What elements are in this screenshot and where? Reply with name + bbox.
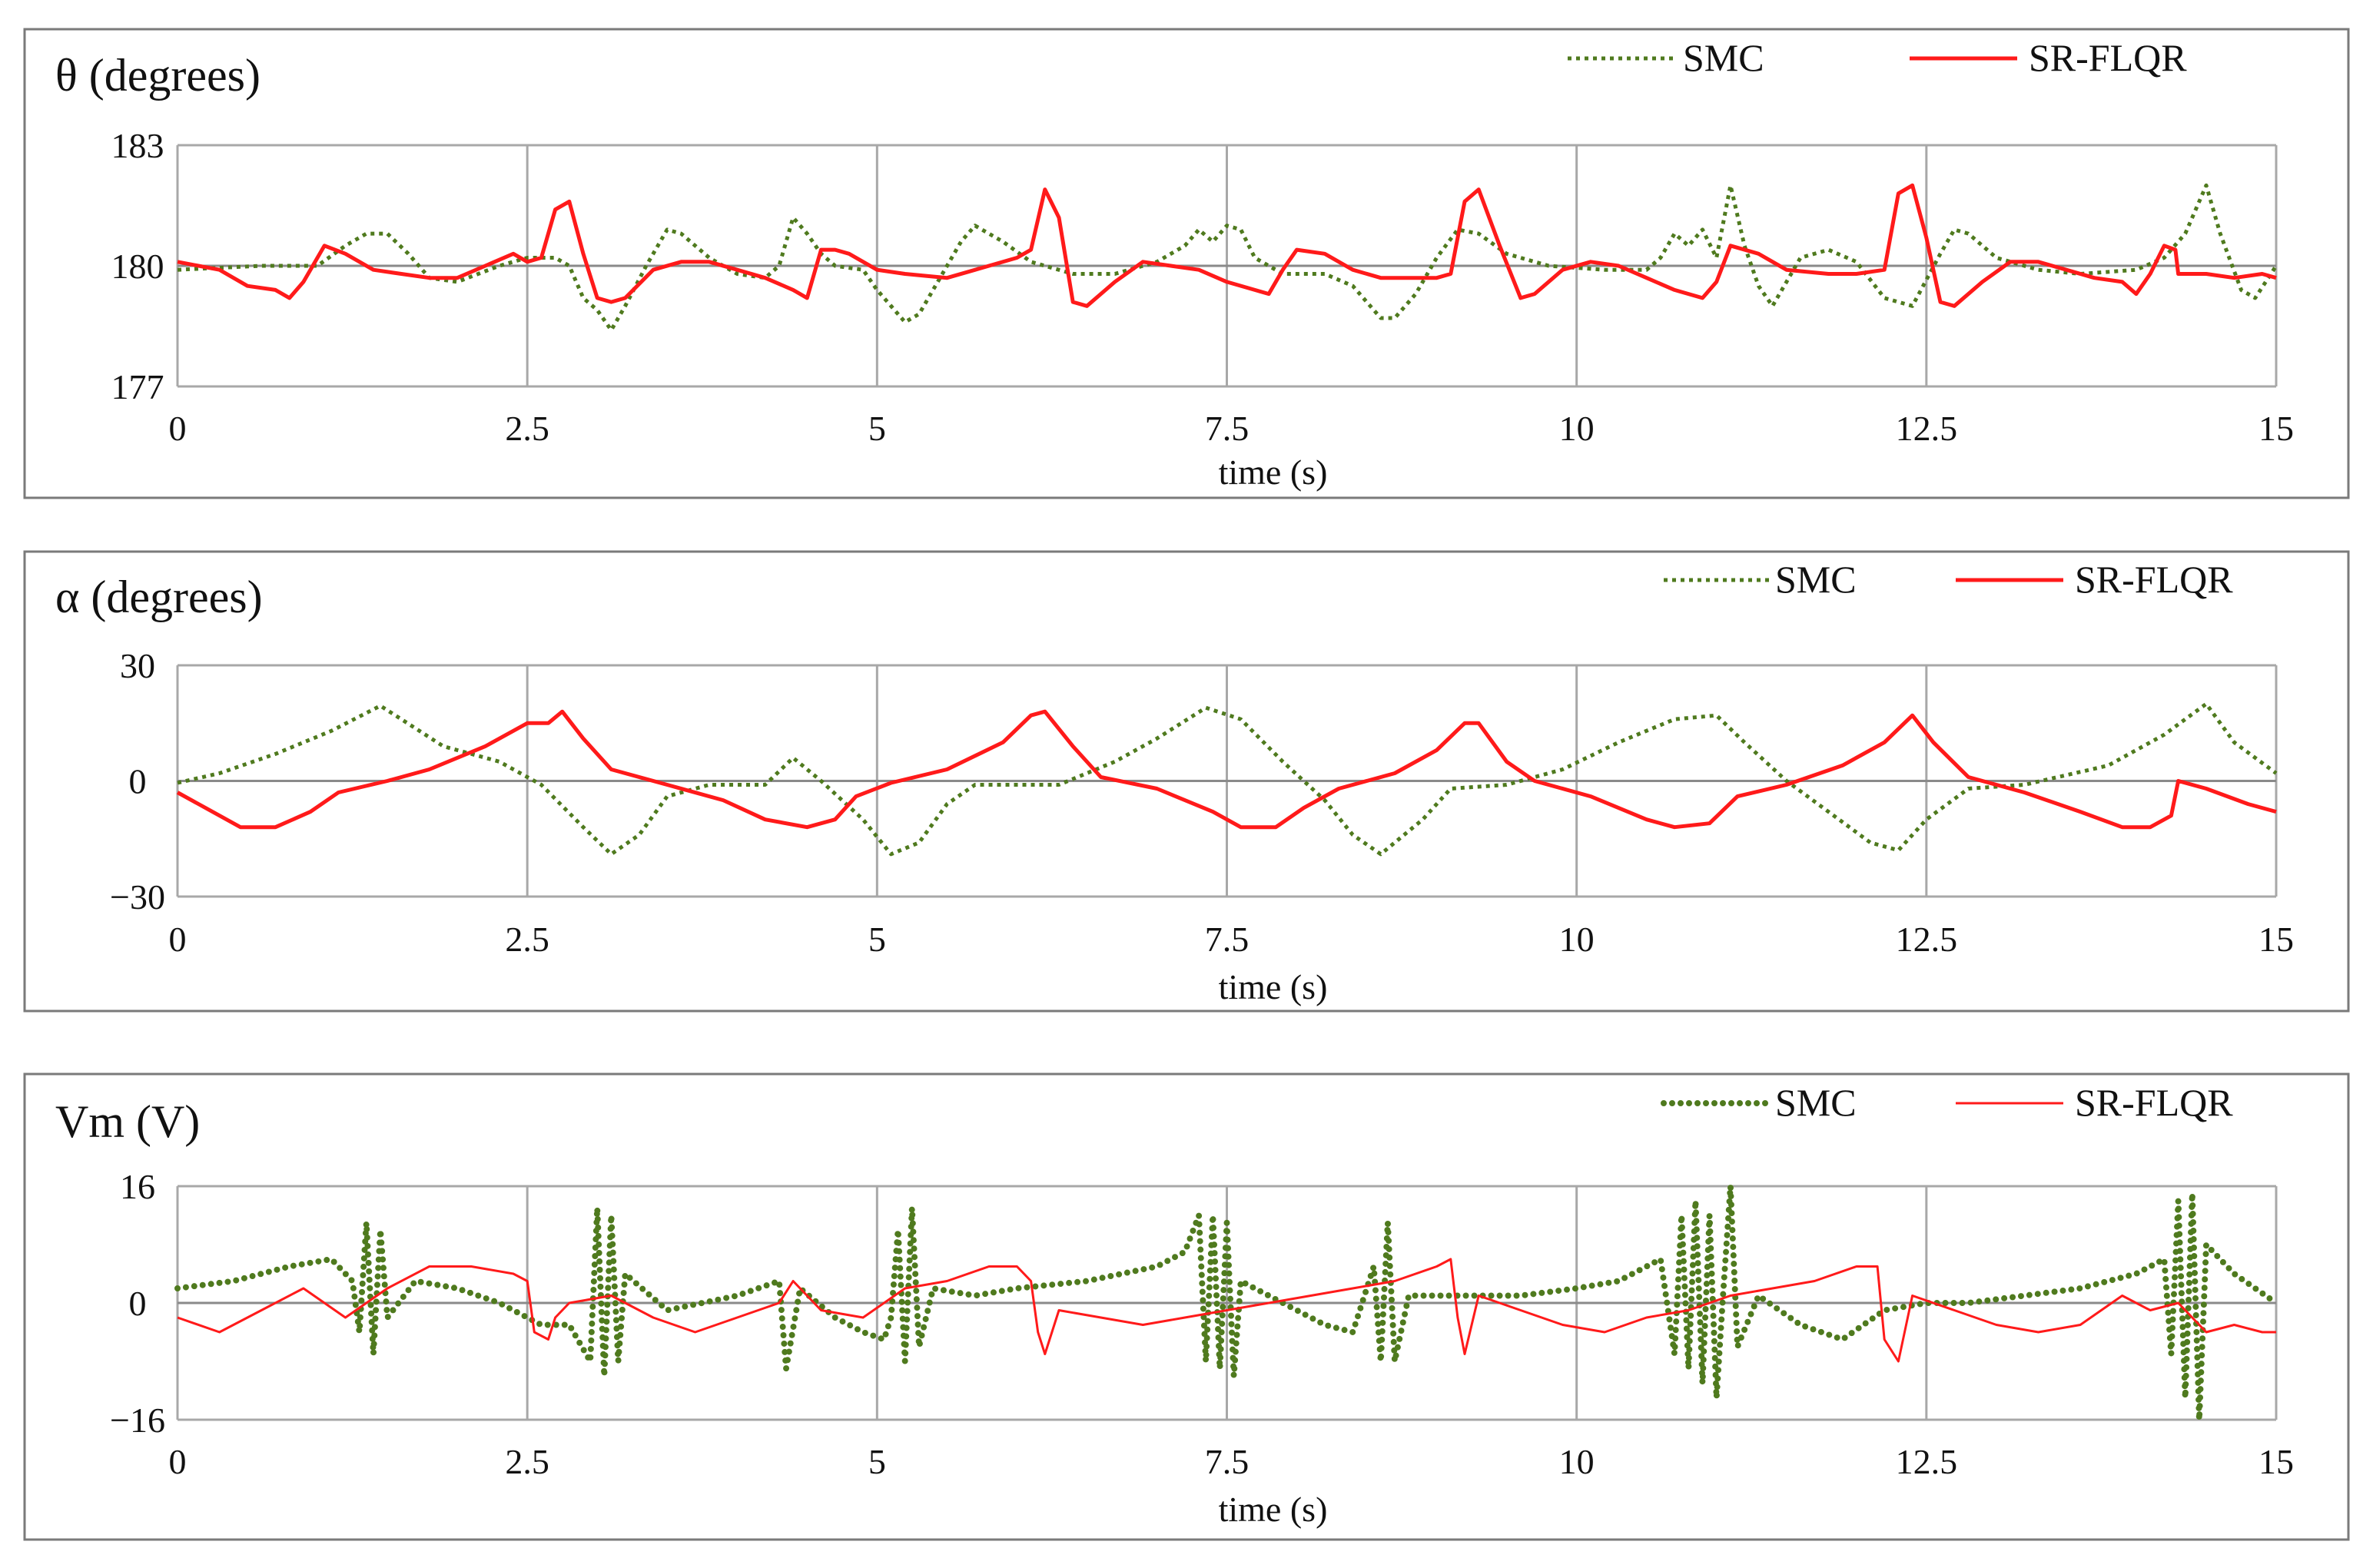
chart-title: θ (degrees) (55, 50, 261, 101)
legend-label: SR-FLQR (2029, 36, 2187, 79)
x-tick-label: 0 (169, 1442, 187, 1481)
legend-label: SR-FLQR (2075, 558, 2233, 601)
x-tick-label: 12.5 (1896, 409, 1958, 448)
chart-title: α (degrees) (55, 572, 263, 622)
y-tick-label: −30 (110, 877, 165, 917)
panel-frame (23, 28, 2350, 499)
series-smc-line (174, 1183, 2279, 1423)
y-tick-label: 0 (129, 1284, 147, 1323)
series-sr-flqr-line (176, 709, 2277, 830)
x-tick-label: 7.5 (1205, 1442, 1250, 1481)
series-sr-flqr-line (177, 183, 2277, 308)
x-tick-label: 12.5 (1896, 920, 1958, 959)
panel-1: 0 2.5 5 7.5 10 12.5 15 183 180 177 time (s) θ (degr… (23, 28, 2350, 499)
series-smc-line (177, 183, 2278, 333)
x-tick-label: 10 (1559, 920, 1595, 959)
chart-title: Vm (V) (55, 1096, 200, 1147)
x-tick-label: 5 (868, 920, 886, 959)
x-axis-title: time (s) (1219, 967, 1328, 1006)
y-tick-label: 177 (111, 367, 164, 406)
x-tick-label: 0 (169, 920, 187, 959)
series-sr-flqr-line (177, 1258, 2276, 1363)
x-tick-label: 15 (2258, 1442, 2294, 1481)
y-tick-label: 183 (111, 126, 164, 165)
x-tick-label: 0 (169, 409, 187, 448)
x-tick-label: 10 (1559, 1442, 1595, 1481)
legend-label: SR-FLQR (2075, 1081, 2233, 1124)
x-tick-label: 5 (868, 409, 886, 448)
x-tick-label: 15 (2258, 920, 2294, 959)
x-tick-label: 7.5 (1205, 409, 1250, 448)
x-tick-label: 2.5 (505, 409, 549, 448)
x-axis-title: time (s) (1219, 1490, 1328, 1529)
x-tick-label: 12.5 (1896, 1442, 1958, 1481)
x-axis-title: time (s) (1219, 452, 1328, 492)
x-tick-label: 5 (868, 1442, 886, 1481)
y-tick-label: −16 (110, 1401, 165, 1440)
panel-frame (23, 1072, 2350, 1541)
legend-label: SMC (1683, 36, 1764, 79)
legend-label: SMC (1775, 558, 1857, 601)
legend-label: SMC (1775, 1081, 1857, 1124)
y-tick-label: 30 (120, 646, 155, 685)
x-tick-label: 2.5 (505, 920, 549, 959)
x-tick-label: 2.5 (505, 1442, 549, 1481)
x-tick-label: 7.5 (1205, 920, 1250, 959)
y-tick-label: 16 (120, 1167, 155, 1206)
x-tick-label: 10 (1559, 409, 1595, 448)
x-tick-label: 15 (2258, 409, 2294, 448)
y-tick-label: 0 (129, 762, 147, 801)
y-tick-label: 180 (111, 247, 164, 286)
